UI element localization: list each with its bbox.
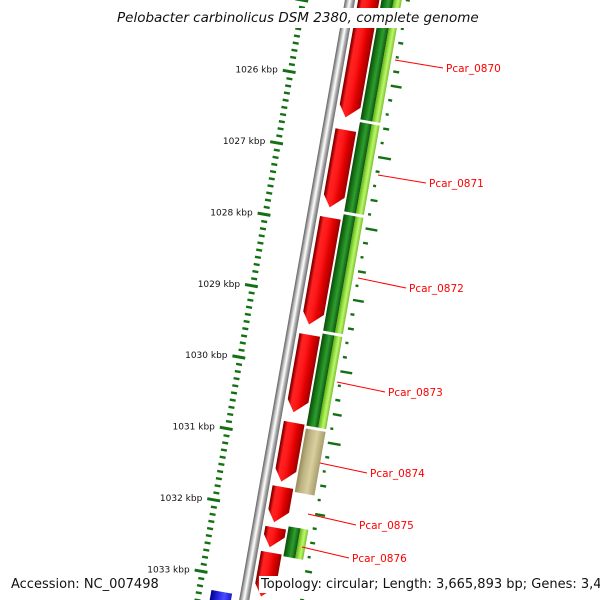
ruler-label-1032: 1032 kbp [160,494,203,504]
gene-label-Pcar_0874: Pcar_0874 [370,468,425,480]
gene-arrow-Pcar_0875 [268,485,294,523]
gene-label-line-Pcar_0872 [357,277,407,289]
backbone-line [230,0,366,600]
gene-label-line-Pcar_0873 [336,381,386,393]
ruler-ticks-left [194,0,309,600]
ring2-block-Pcar_0873 [306,333,343,430]
ruler-label-1031: 1031 kbp [172,423,215,433]
gene-label-line-Pcar_0870 [394,59,444,69]
ring2-block-Pcar_0871 [344,122,380,215]
ruler-label-1027: 1027 kbp [223,137,266,147]
genome-stats-text: Topology: circular; Length: 3,665,893 bp… [259,576,600,593]
accession-text: Accession: NC_007498 [9,576,161,593]
gene-label-line-Pcar_0876 [301,546,350,559]
ruler-label-1029: 1029 kbp [198,280,241,290]
gene-arrow-Pcar_0876 [263,525,287,548]
gene-label-line-Pcar_0875 [307,513,357,526]
gene-arrow-Pcar_0874 [275,420,305,482]
ruler-label-1028: 1028 kbp [210,208,253,218]
gene-arrow-Pcar_0873 [287,333,321,413]
inner-plot-bars [299,0,416,600]
gene-label-line-Pcar_0871 [377,174,427,184]
blue-feature-arrow [204,590,233,600]
gene-arrow-Pcar_0872 [303,215,341,325]
gene-label-Pcar_0870: Pcar_0870 [446,63,501,75]
ruler-label-1026: 1026 kbp [235,66,278,76]
gene-label-Pcar_0875: Pcar_0875 [359,520,414,532]
ruler-label-1030: 1030 kbp [185,351,228,361]
ring2-block-Pcar_0876 [283,526,309,560]
ring2-block-Pcar_0874 [294,428,326,496]
gene-label-Pcar_0872: Pcar_0872 [409,283,464,295]
gene-label-Pcar_0871: Pcar_0871 [429,178,484,190]
gene-label-line-Pcar_0874 [319,462,368,474]
gene-label-Pcar_0873: Pcar_0873 [388,387,443,399]
map-title: Pelobacter carbinolicus DSM 2380, comple… [111,8,485,28]
gene-label-Pcar_0876: Pcar_0876 [352,553,407,565]
ring2-block-Pcar_0872 [323,214,364,335]
ruler-label-1033: 1033 kbp [147,565,190,575]
gene-arrow-Pcar_0871 [323,128,357,208]
